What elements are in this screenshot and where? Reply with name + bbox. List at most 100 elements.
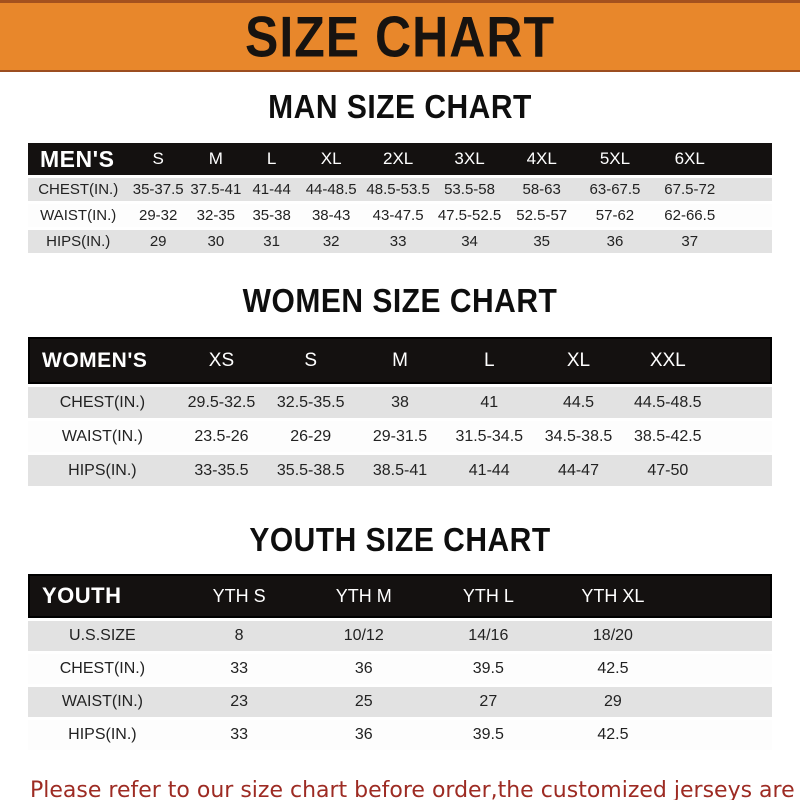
section-men: MAN SIZE CHART MEN'S S M L XL 2XL 3XL 4XL 5XL 6XL…: [0, 88, 800, 256]
size-value-cell: 36: [301, 654, 427, 684]
column-header: 6XL: [652, 143, 728, 175]
table-corner-label: YOUTH: [28, 574, 177, 618]
column-header: XL: [299, 143, 363, 175]
size-value-cell: 52.5-57: [505, 204, 578, 227]
women-section-title: WOMEN SIZE CHART: [242, 282, 558, 320]
size-value-cell: 47.5-52.5: [433, 204, 506, 227]
header-spacer: [712, 337, 772, 384]
table-row: CHEST(IN.) 29.5-32.5 32.5-35.5 38 41 44.5 44.5…: [28, 387, 772, 418]
row-label: CHEST(IN.): [28, 178, 129, 201]
row-spacer: [675, 687, 772, 717]
header-spacer: [727, 143, 772, 175]
size-value-cell: 33: [362, 230, 434, 253]
banner-title: SIZE CHART: [245, 4, 555, 69]
row-label: CHEST(IN.): [28, 387, 177, 418]
table-corner-label: MEN'S: [28, 143, 129, 175]
row-label: WAIST(IN.): [28, 204, 129, 227]
size-value-cell: 37: [652, 230, 728, 253]
footer-line-1: Please refer to our size chart before or…: [30, 778, 795, 800]
size-value-cell: 18/20: [550, 621, 676, 651]
size-value-cell: 42.5: [550, 720, 676, 750]
size-value-cell: 38.5-42.5: [623, 421, 713, 452]
section-women: WOMEN SIZE CHART WOMEN'S XS S M L XL XXL CHEST(…: [0, 282, 800, 489]
size-value-cell: 44.5: [533, 387, 624, 418]
row-label: HIPS(IN.): [28, 455, 177, 486]
row-label: CHEST(IN.): [28, 654, 177, 684]
size-value-cell: 10/12: [301, 621, 427, 651]
column-header: 3XL: [433, 143, 506, 175]
column-header: YTH L: [426, 574, 551, 618]
size-value-cell: 29-31.5: [355, 421, 445, 452]
size-value-cell: 30: [187, 230, 244, 253]
column-header: 4XL: [505, 143, 578, 175]
size-value-cell: 25: [301, 687, 427, 717]
table-corner-label: WOMEN'S: [28, 337, 177, 384]
youth-section-title: YOUTH SIZE CHART: [249, 521, 551, 559]
table-row: WAIST(IN.) 23.5-26 26-29 29-31.5 31.5-34.5 34…: [28, 421, 772, 452]
size-value-cell: 27: [426, 687, 551, 717]
row-label: U.S.SIZE: [28, 621, 177, 651]
size-value-cell: 38.5-41: [355, 455, 445, 486]
header-spacer: [675, 574, 772, 618]
size-value-cell: 31.5-34.5: [444, 421, 534, 452]
column-header: XS: [176, 337, 267, 384]
column-header: YTH S: [176, 574, 302, 618]
row-label: WAIST(IN.): [28, 687, 177, 717]
size-value-cell: 23.5-26: [176, 421, 267, 452]
size-value-cell: 44-48.5: [299, 178, 363, 201]
table-row: HIPS(IN.) 33-35.5 35.5-38.5 38.5-41 41-44 44-…: [28, 455, 772, 486]
size-value-cell: 33-35.5: [176, 455, 267, 486]
table-row: HIPS(IN.) 33 36 39.5 42.5: [28, 720, 772, 750]
size-value-cell: 35-37.5: [128, 178, 188, 201]
size-value-cell: 43-47.5: [362, 204, 434, 227]
row-spacer: [675, 621, 772, 651]
row-spacer: [712, 421, 772, 452]
table-row: WAIST(IN.) 29-32 32-35 35-38 38-43 43-47.5 47.…: [28, 204, 772, 227]
table-row: U.S.SIZE 8 10/12 14/16 18/20: [28, 621, 772, 651]
size-value-cell: 41-44: [444, 455, 534, 486]
size-value-cell: 63-67.5: [577, 178, 653, 201]
row-spacer: [712, 387, 772, 418]
footer-note: Please refer to our size chart before or…: [30, 775, 800, 800]
youth-size-table: YOUTH YTH S YTH M YTH L YTH XL U.S.SIZE 8 10/12…: [28, 571, 772, 753]
size-value-cell: 48.5-53.5: [362, 178, 434, 201]
size-value-cell: 39.5: [426, 654, 551, 684]
column-header: XL: [533, 337, 624, 384]
row-spacer: [727, 178, 772, 201]
column-header: M: [187, 143, 244, 175]
size-value-cell: 47-50: [623, 455, 713, 486]
men-section-title: MAN SIZE CHART: [268, 88, 532, 126]
size-value-cell: 41-44: [243, 178, 300, 201]
banner: SIZE CHART: [0, 0, 800, 72]
size-value-cell: 44-47: [533, 455, 624, 486]
row-label: WAIST(IN.): [28, 421, 177, 452]
column-header: S: [266, 337, 356, 384]
column-header: XXL: [623, 337, 713, 384]
table-row: WAIST(IN.) 23 25 27 29: [28, 687, 772, 717]
size-value-cell: 32.5-35.5: [266, 387, 356, 418]
size-value-cell: 44.5-48.5: [623, 387, 713, 418]
size-value-cell: 32-35: [187, 204, 244, 227]
women-size-table: WOMEN'S XS S M L XL XXL CHEST(IN.) 29.5-32.5 32.5…: [28, 334, 772, 489]
size-value-cell: 8: [176, 621, 302, 651]
row-spacer: [727, 230, 772, 253]
size-value-cell: 62-66.5: [652, 204, 728, 227]
size-value-cell: 35-38: [243, 204, 300, 227]
size-value-cell: 14/16: [426, 621, 551, 651]
size-value-cell: 53.5-58: [433, 178, 506, 201]
column-header: L: [444, 337, 534, 384]
size-value-cell: 39.5: [426, 720, 551, 750]
column-header: S: [128, 143, 188, 175]
size-value-cell: 36: [301, 720, 427, 750]
row-spacer: [675, 654, 772, 684]
size-value-cell: 34.5-38.5: [533, 421, 624, 452]
size-value-cell: 31: [243, 230, 300, 253]
size-value-cell: 29: [550, 687, 676, 717]
section-youth: YOUTH SIZE CHART YOUTH YTH S YTH M YTH L YTH…: [0, 521, 800, 753]
size-value-cell: 35.5-38.5: [266, 455, 356, 486]
row-label: HIPS(IN.): [28, 720, 177, 750]
row-label: HIPS(IN.): [28, 230, 129, 253]
row-spacer: [727, 204, 772, 227]
column-header: 5XL: [577, 143, 653, 175]
